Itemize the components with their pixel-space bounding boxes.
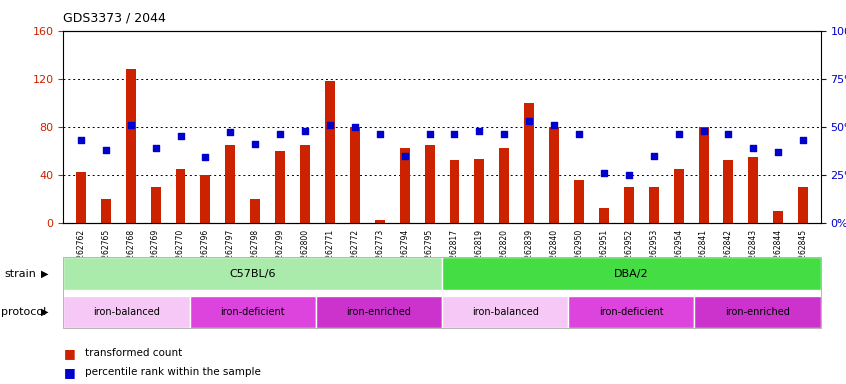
Point [622, 172, 635, 178]
Point [473, 127, 486, 134]
Point [398, 152, 411, 159]
Bar [250, 199, 261, 223]
Bar [799, 187, 808, 223]
Text: iron-enriched: iron-enriched [725, 307, 790, 317]
Point [124, 122, 137, 128]
Point [249, 141, 262, 147]
Bar [449, 161, 459, 223]
Text: strain: strain [4, 268, 36, 279]
Point [772, 149, 785, 155]
Bar [225, 145, 235, 223]
Bar [649, 187, 659, 223]
Point [149, 145, 162, 151]
Point [747, 145, 761, 151]
Text: ▶: ▶ [41, 307, 48, 317]
Bar [375, 220, 385, 223]
Bar [325, 81, 335, 223]
Point [523, 118, 536, 124]
Point [547, 122, 561, 128]
Bar [425, 145, 435, 223]
Point [448, 131, 461, 137]
Bar [599, 208, 609, 223]
Text: iron-balanced: iron-balanced [93, 307, 160, 317]
Text: iron-balanced: iron-balanced [472, 307, 539, 317]
Point [348, 124, 361, 130]
Point [423, 131, 437, 137]
Text: GDS3373 / 2044: GDS3373 / 2044 [63, 12, 167, 25]
Text: ▶: ▶ [41, 268, 48, 279]
Text: transformed count: transformed count [85, 348, 182, 358]
Bar [101, 199, 111, 223]
Point [497, 131, 511, 137]
Bar [549, 127, 559, 223]
Bar [399, 148, 409, 223]
Bar [175, 169, 185, 223]
Bar [151, 187, 161, 223]
Text: protocol: protocol [1, 307, 46, 317]
Point [323, 122, 337, 128]
Bar [723, 161, 733, 223]
Point [597, 170, 611, 176]
Text: iron-deficient: iron-deficient [599, 307, 663, 317]
Bar [749, 157, 758, 223]
Text: DBA/2: DBA/2 [614, 268, 649, 279]
Bar [624, 187, 634, 223]
Bar [350, 127, 360, 223]
Point [199, 154, 212, 161]
Text: percentile rank within the sample: percentile rank within the sample [85, 367, 261, 377]
Bar [126, 69, 135, 223]
Point [273, 131, 287, 137]
Text: C57BL/6: C57BL/6 [229, 268, 276, 279]
Bar [525, 103, 534, 223]
Point [99, 147, 113, 153]
Text: iron-deficient: iron-deficient [221, 307, 285, 317]
Point [74, 137, 88, 143]
Text: ■: ■ [63, 347, 75, 360]
Point [672, 131, 685, 137]
Text: ■: ■ [63, 366, 75, 379]
Point [572, 131, 585, 137]
Bar [574, 180, 584, 223]
Point [697, 127, 711, 134]
Bar [475, 159, 485, 223]
Bar [673, 169, 684, 223]
Text: iron-enriched: iron-enriched [347, 307, 411, 317]
Point [647, 152, 661, 159]
Point [173, 133, 187, 139]
Point [796, 137, 810, 143]
Bar [275, 151, 285, 223]
Bar [201, 175, 211, 223]
Bar [699, 127, 709, 223]
Bar [773, 211, 783, 223]
Bar [499, 148, 509, 223]
Bar [76, 172, 85, 223]
Point [373, 131, 387, 137]
Bar [300, 145, 310, 223]
Point [299, 127, 312, 134]
Point [722, 131, 735, 137]
Point [223, 129, 237, 136]
